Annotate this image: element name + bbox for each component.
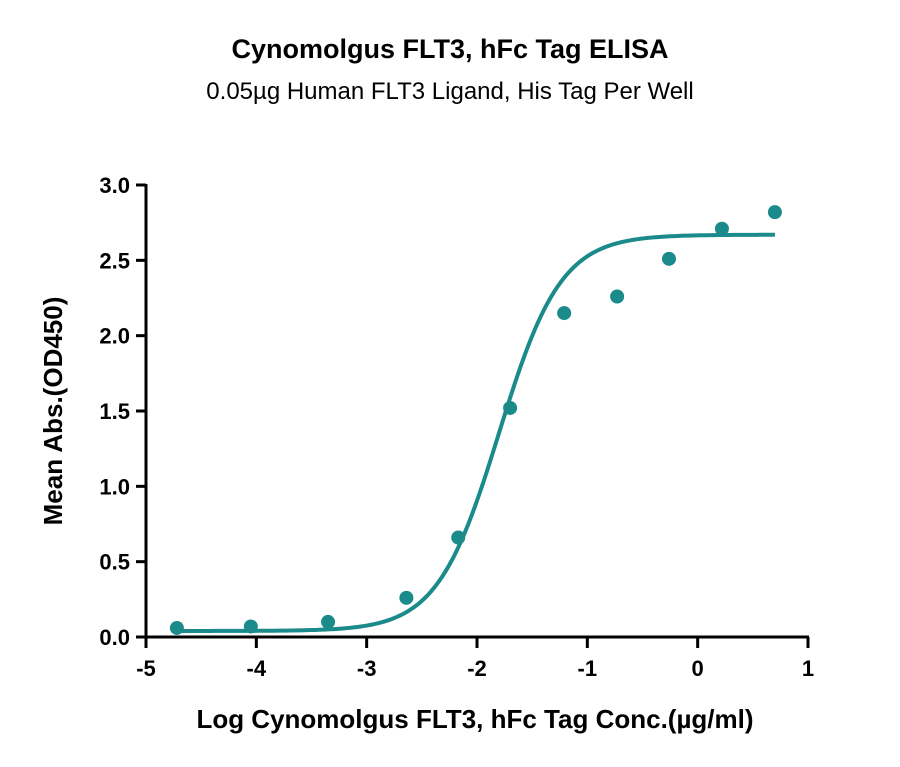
- x-tick-label: 0: [692, 656, 704, 681]
- x-tick-label: -3: [357, 656, 377, 681]
- y-axis: 0.0 0.5 1.0 1.5 2.0 2.5 3.0: [99, 173, 148, 650]
- data-point: [169, 620, 184, 635]
- data-point: [399, 590, 414, 605]
- y-tick-label: 1.0: [99, 474, 130, 499]
- x-tick-label: -2: [467, 656, 487, 681]
- data-point: [610, 289, 625, 304]
- chart-title: Cynomolgus FLT3, hFc Tag ELISA: [231, 34, 669, 64]
- y-tick-label: 0.5: [99, 550, 130, 575]
- fit-curve: [176, 232, 775, 633]
- y-axis-label: Mean Abs.(OD450): [38, 297, 68, 526]
- y-tick-label: 3.0: [99, 173, 130, 198]
- y-tick-label: 2.5: [99, 248, 130, 273]
- x-tick-label: 1: [802, 656, 814, 681]
- data-point: [451, 530, 466, 545]
- data-point: [557, 306, 572, 321]
- x-axis: -5 -4 -3 -2 -1 0 1: [136, 635, 814, 681]
- data-point: [503, 400, 518, 415]
- y-tick-label: 1.5: [99, 399, 130, 424]
- chart-subtitle: 0.05µg Human FLT3 Ligand, His Tag Per We…: [206, 78, 694, 105]
- x-tick-label: -5: [136, 656, 156, 681]
- data-point: [714, 221, 729, 236]
- data-point: [767, 205, 782, 220]
- y-tick-label: 2.0: [99, 324, 130, 349]
- data-point: [321, 614, 336, 629]
- x-tick-label: -1: [578, 656, 598, 681]
- data-point: [243, 619, 258, 634]
- data-points: [169, 205, 782, 635]
- data-point: [661, 251, 676, 266]
- x-tick-label: -4: [247, 656, 267, 681]
- x-axis-label: Log Cynomolgus FLT3, hFc Tag Conc.(µg/ml…: [196, 704, 753, 734]
- y-tick-label: 0.0: [99, 625, 130, 650]
